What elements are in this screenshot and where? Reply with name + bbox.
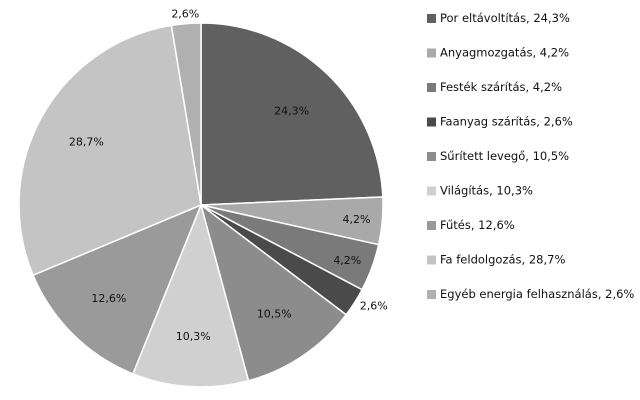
slice-value-label: 24,3% (274, 104, 309, 117)
legend-swatch (427, 186, 436, 196)
pie-slice (18, 24, 202, 277)
pie-slice (170, 22, 202, 206)
legend-entry: Fa feldolgozás, 28,7% (440, 253, 565, 267)
legend-swatch (427, 48, 436, 58)
legend-swatch (427, 117, 436, 127)
pie-slice (131, 202, 250, 388)
legend-entry: Egyéb energia felhasználás, 2,6% (440, 287, 634, 301)
pie-slice (32, 203, 203, 375)
legend-swatch (427, 221, 436, 230)
slice-value-label: 4,2% (333, 254, 361, 267)
legend-swatch (427, 83, 436, 92)
legend-entry: Sűrített levegő, 10,5% (440, 149, 569, 163)
legend-swatch (427, 290, 436, 299)
slice-value-label: 10,5% (257, 308, 292, 321)
pie-slice (200, 22, 384, 206)
slice-value-label: 2,6% (360, 300, 388, 313)
legend-entry: Fűtés, 12,6% (440, 218, 515, 232)
pie-slices (18, 22, 384, 388)
legend-entry: Festék szárítás, 4,2% (440, 80, 562, 94)
legend-swatch (427, 255, 436, 265)
slice-value-label: 2,6% (171, 8, 199, 21)
slice-value-label: 28,7% (69, 136, 104, 149)
legend-entry: Világítás, 10,3% (440, 184, 533, 198)
slice-value-label: 4,2% (343, 213, 371, 226)
chart-legend: Por eltávoltítás, 24,3% Anyagmozgatás, 4,… (427, 11, 634, 301)
legend-swatch (427, 14, 436, 23)
legend-entry: Anyagmozgatás, 4,2% (440, 46, 569, 60)
legend-entry: Por eltávoltítás, 24,3% (440, 11, 570, 25)
pie-data-labels: 24,3% 4,2% 4,2% 2,6% 10,5% 10,3% 12,6% 28,7% 2,6… (69, 8, 388, 343)
legend-swatch (427, 152, 436, 161)
slice-value-label: 10,3% (176, 330, 211, 343)
slice-value-label: 12,6% (91, 292, 126, 305)
legend-entry: Faanyag szárítás, 2,6% (440, 115, 573, 129)
